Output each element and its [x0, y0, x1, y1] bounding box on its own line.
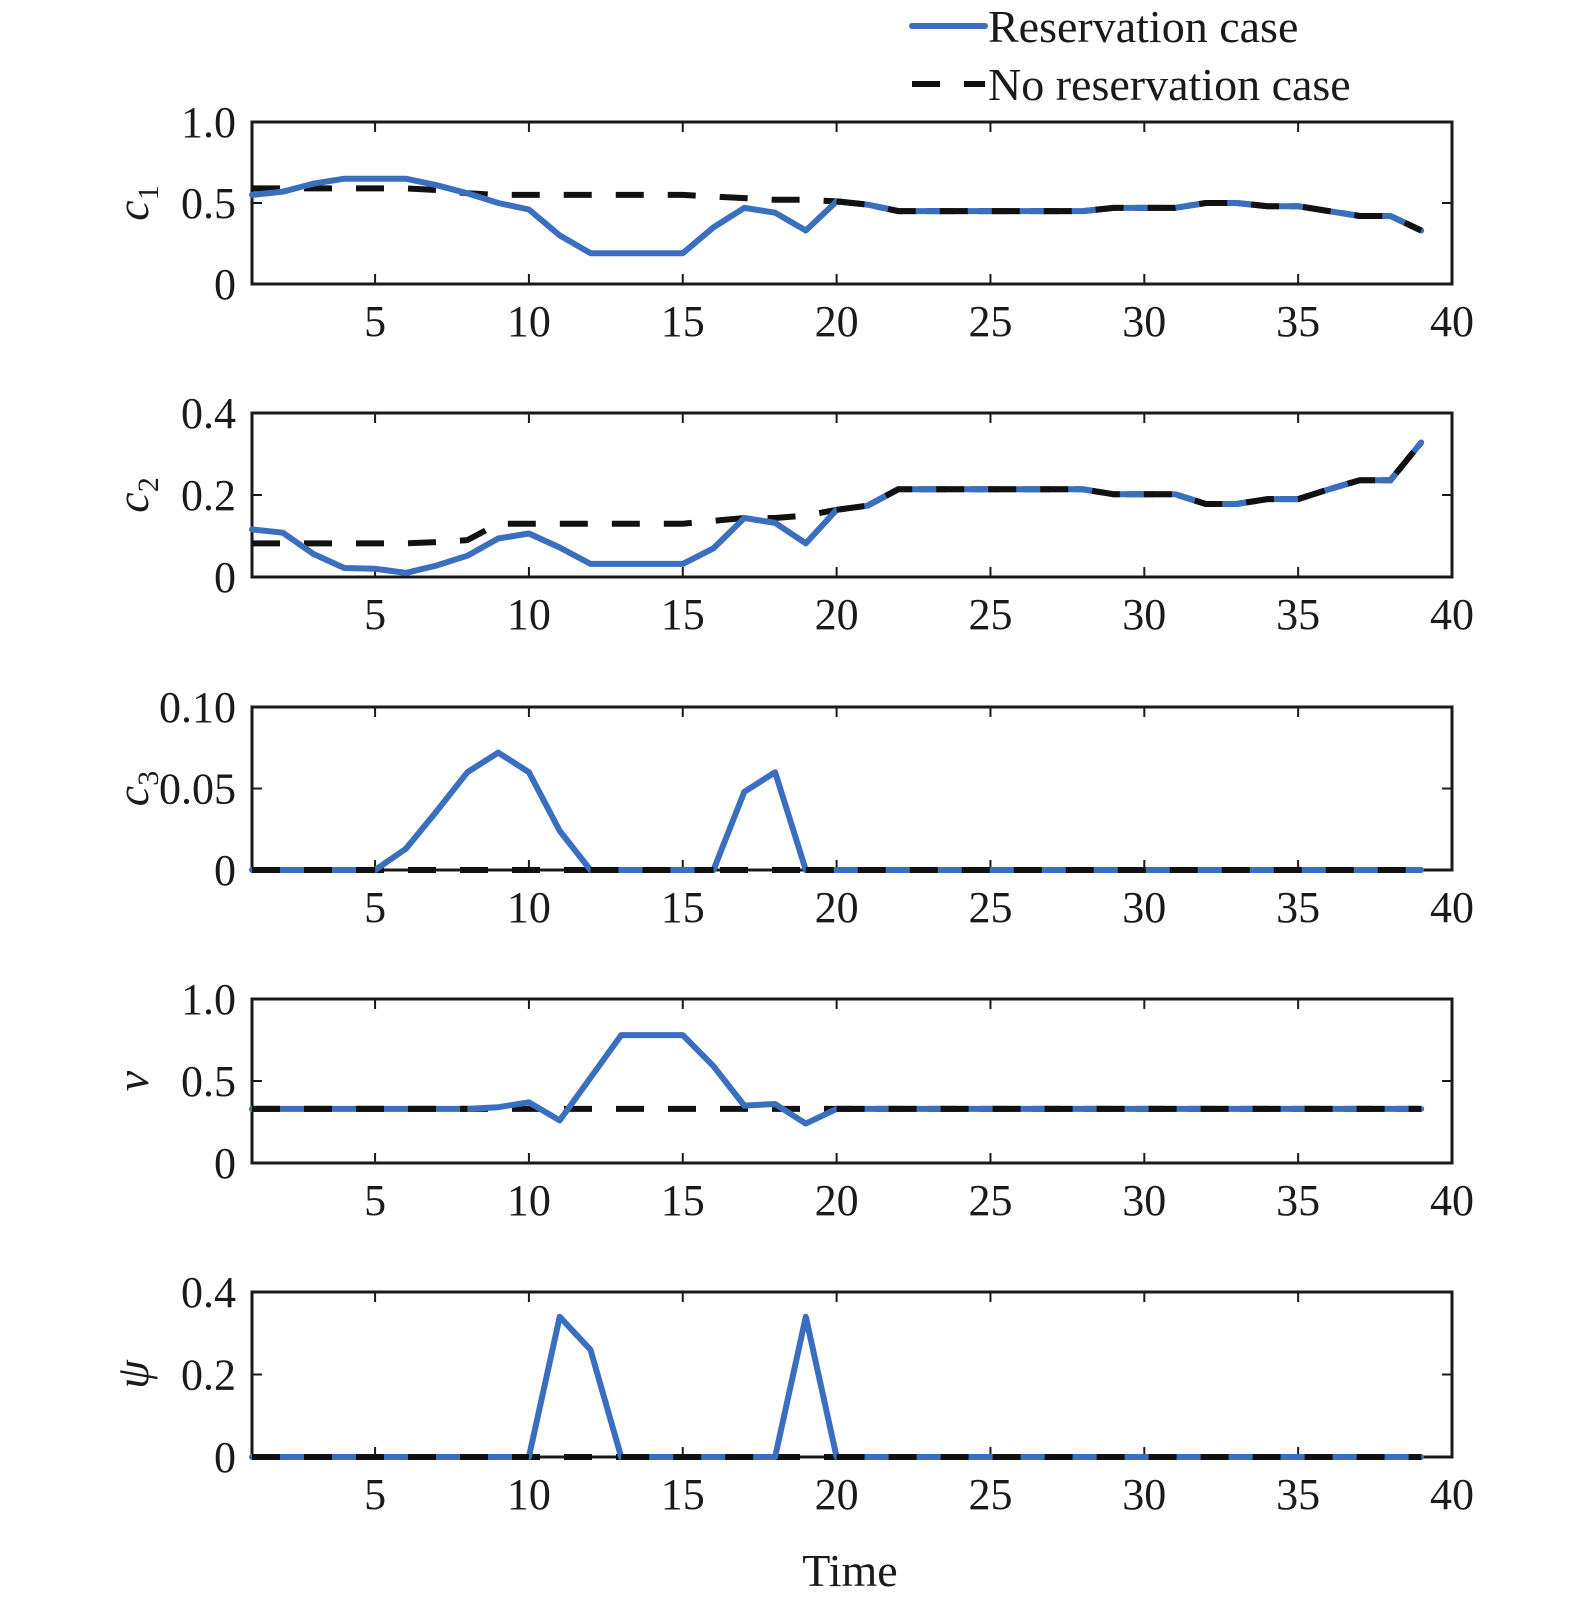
panel-c1: 5 10 15 20 25 30 35 40 0 0.5 1.0 c1	[107, 98, 1474, 346]
x-tick-label: 10	[507, 883, 551, 932]
y-tick-label: 0.4	[181, 389, 236, 438]
x-tick-label: 35	[1276, 1470, 1320, 1519]
series-line-no-reservation	[252, 440, 1424, 547]
panel-psi: 5 10 15 20 25 30 35 40 0 0.2 0.4 ψ	[107, 1268, 1474, 1519]
y-axis-label-symbol: c	[107, 492, 158, 512]
x-tick-label: 25	[968, 883, 1012, 932]
x-tick-label: 35	[1276, 590, 1320, 639]
panel-c2: 5 10 15 20 25 30 35 40 0 0.2 0.4 c2	[107, 389, 1474, 639]
x-tick-label: 25	[968, 297, 1012, 346]
series-line-no-reservation	[252, 185, 1423, 234]
y-axis-label-subscript: 3	[132, 771, 165, 786]
series-line-reservation	[249, 749, 1425, 873]
x-tick-label: 35	[1276, 1176, 1320, 1225]
y-axis-label-subscript: 2	[132, 477, 165, 492]
x-tick-label: 25	[968, 1176, 1012, 1225]
y-axis-label-symbol: v	[107, 1070, 158, 1091]
legend-label-reservation: Reservation case	[988, 1, 1298, 52]
plot-frame	[250, 705, 1454, 872]
y-tick-label: 0	[214, 846, 236, 895]
y-tick-label: 1.0	[181, 975, 236, 1024]
y-tick-label: 0.5	[181, 1057, 236, 1106]
x-tick-label: 10	[507, 590, 551, 639]
y-tick-label: 0.5	[181, 179, 236, 228]
x-tick-label: 25	[968, 590, 1012, 639]
x-tick-label: 20	[815, 883, 859, 932]
x-tick-label: 20	[815, 1176, 859, 1225]
y-axis-label: ψ	[107, 1359, 158, 1389]
x-tick-label: 20	[815, 590, 859, 639]
legend-label-no-reservation: No reservation case	[988, 59, 1351, 110]
legend: Reservation case No reservation case	[909, 1, 1351, 110]
x-tick-label: 40	[1430, 883, 1474, 932]
x-tick-label: 30	[1122, 297, 1166, 346]
x-tick-label: 5	[364, 590, 386, 639]
series-line-reservation	[249, 1313, 1425, 1460]
x-axis-label: Time	[802, 1545, 897, 1596]
x-tick-label: 5	[364, 1470, 386, 1519]
plot-frame	[250, 997, 1454, 1165]
y-tick-label: 0	[214, 553, 236, 602]
x-tick-label: 5	[364, 883, 386, 932]
x-tick-label: 30	[1122, 1470, 1166, 1519]
plot-frame	[250, 1290, 1454, 1459]
x-tick-label: 35	[1276, 883, 1320, 932]
y-axis-label-subscript: 1	[132, 185, 165, 200]
x-tick-label: 15	[661, 883, 705, 932]
x-tick-label: 35	[1276, 297, 1320, 346]
x-tick-label: 10	[507, 1176, 551, 1225]
x-tick-label: 15	[661, 1176, 705, 1225]
x-tick-label: 40	[1430, 590, 1474, 639]
y-tick-label: 0.2	[181, 471, 236, 520]
y-tick-label: 1.0	[181, 98, 236, 147]
x-tick-label: 40	[1430, 1470, 1474, 1519]
y-axis-label: c2	[107, 477, 165, 512]
y-axis-label-symbol: c	[107, 786, 158, 806]
y-axis-label: c3	[107, 771, 165, 806]
y-tick-label: 0.10	[159, 683, 236, 732]
y-tick-label: 0	[214, 1433, 236, 1482]
x-tick-label: 5	[364, 1176, 386, 1225]
y-tick-label: 0	[214, 1139, 236, 1188]
x-tick-label: 25	[968, 1470, 1012, 1519]
x-tick-label: 10	[507, 297, 551, 346]
y-axis-label-symbol: c	[107, 200, 158, 220]
x-tick-label: 5	[364, 297, 386, 346]
y-axis-label: c1	[107, 185, 165, 220]
x-tick-label: 40	[1430, 297, 1474, 346]
y-tick-label: 0.4	[181, 1268, 236, 1317]
x-tick-label: 20	[815, 297, 859, 346]
x-tick-label: 15	[661, 590, 705, 639]
panel-c3: 5 10 15 20 25 30 35 40 0 0.05 0.10 c3	[107, 683, 1474, 932]
series-line-no-reservation-overlay	[836, 198, 1423, 234]
x-tick-label: 40	[1430, 1176, 1474, 1225]
y-tick-label: 0.2	[181, 1351, 236, 1400]
series-line-no-reservation-overlay	[836, 440, 1424, 513]
x-tick-label: 30	[1122, 883, 1166, 932]
x-tick-label: 15	[661, 297, 705, 346]
y-tick-label: 0.05	[159, 765, 236, 814]
panel-v: 5 10 15 20 25 30 35 40 0 0.5 1.0 v	[107, 975, 1474, 1225]
plot-frame	[250, 411, 1454, 579]
y-tick-label: 0	[214, 260, 236, 309]
x-tick-label: 30	[1122, 590, 1166, 639]
x-tick-label: 20	[815, 1470, 859, 1519]
y-axis-label: v	[107, 1070, 158, 1091]
x-tick-label: 15	[661, 1470, 705, 1519]
x-tick-label: 10	[507, 1470, 551, 1519]
y-axis-label-symbol: ψ	[107, 1359, 158, 1389]
x-tick-label: 30	[1122, 1176, 1166, 1225]
